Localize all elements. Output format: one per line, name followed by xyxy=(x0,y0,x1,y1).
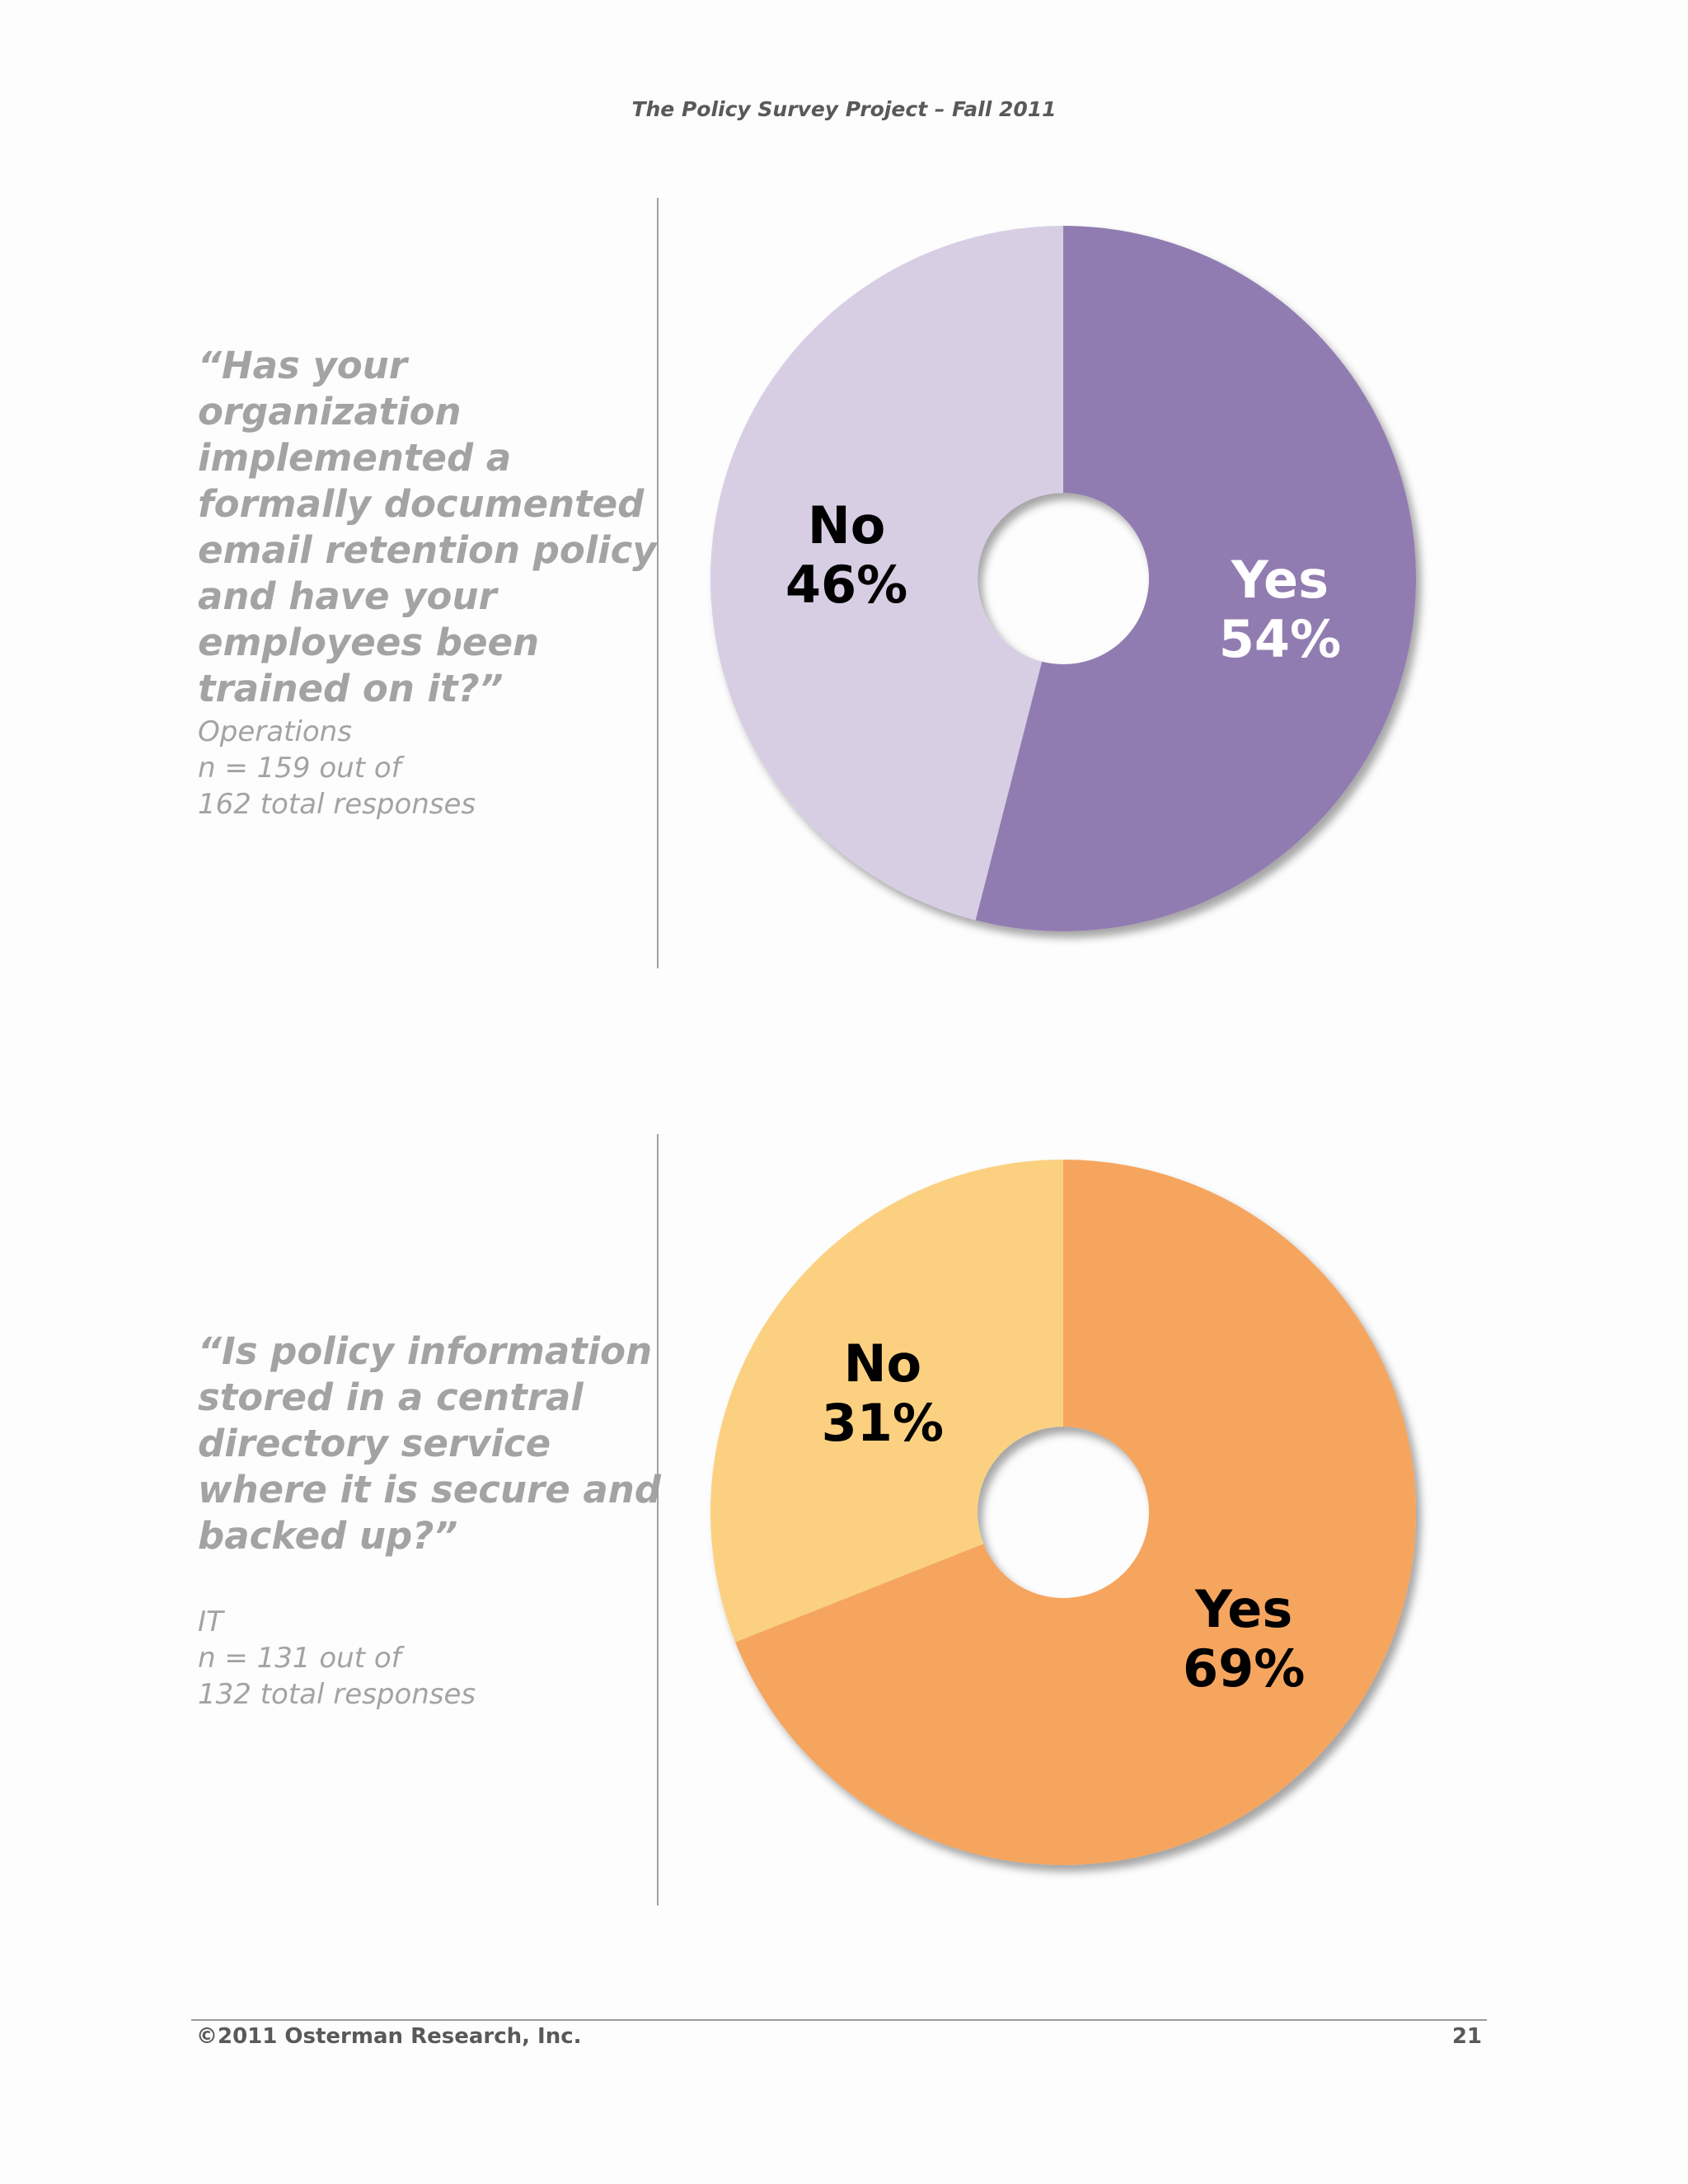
slice-label-yes: Yes xyxy=(1231,550,1329,610)
question-1-n-line1: n = 159 out of xyxy=(198,752,401,785)
slice-value-no: 46% xyxy=(785,555,907,615)
slice-value-yes: 54% xyxy=(1219,609,1341,669)
question-2-group: IT xyxy=(198,1605,223,1638)
footer-copyright: ©2011 Osterman Research, Inc. xyxy=(196,2024,582,2049)
question-2-meta: IT n = 131 out of 132 total responses xyxy=(198,1604,626,1713)
slice-label-no: No xyxy=(844,1333,921,1394)
question-2-n-line1: n = 131 out of xyxy=(198,1642,401,1675)
running-header: The Policy Survey Project – Fall 2011 xyxy=(631,97,1057,121)
slice-yes xyxy=(735,1160,1416,1865)
slice-value-yes: 69% xyxy=(1183,1638,1305,1699)
donut-ring xyxy=(710,226,1417,931)
footer-rule xyxy=(191,2019,1487,2021)
slice-label-no: No xyxy=(808,495,885,555)
slice-no xyxy=(710,226,1063,921)
divider-1 xyxy=(657,198,659,968)
question-1-n-line2: 162 total responses xyxy=(198,788,476,821)
slice-label-yes: Yes xyxy=(1194,1579,1292,1639)
slice-no xyxy=(710,1160,1063,1643)
question-1-text: “Has your organization implemented a for… xyxy=(198,344,657,710)
divider-2 xyxy=(657,1134,659,1905)
slice-value-no: 31% xyxy=(822,1393,944,1453)
question-2-text: “Is policy information stored in a centr… xyxy=(198,1329,661,1558)
question-1-group: Operations xyxy=(198,715,352,748)
donut-ring xyxy=(710,1160,1416,1865)
footer-page-number: 21 xyxy=(1451,2024,1482,2049)
question-1-meta: Operations n = 159 out of 162 total resp… xyxy=(198,714,626,823)
question-2-n-line2: 132 total responses xyxy=(198,1678,476,1711)
slice-yes xyxy=(975,226,1417,931)
